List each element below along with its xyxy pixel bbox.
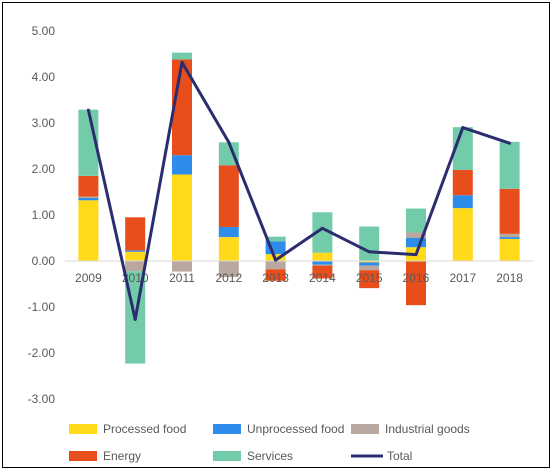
chart-frame: 5.00 4.00 3.00 2.00 1.00 0.00 -1.00 -2.00 -3.00 … <box>2 2 550 468</box>
bar-segment-industrial-goods <box>218 261 239 278</box>
x-tick-label: 2018 <box>496 271 523 285</box>
bar-segment-energy <box>78 175 99 197</box>
legend-item: Services <box>213 449 293 463</box>
bar-segment-industrial-goods <box>406 232 426 238</box>
bar-segment-services <box>172 52 192 60</box>
bar-segment-unprocessed-food <box>172 155 192 175</box>
bar-segment-energy <box>359 270 380 289</box>
x-tick-label: 2009 <box>75 271 102 285</box>
total-point <box>274 258 278 262</box>
total-point <box>133 317 137 321</box>
bar-segment-industrial-goods <box>172 261 192 272</box>
bar-segment-services <box>499 141 520 189</box>
bar-segment-energy <box>265 269 286 281</box>
bar-segment-unprocessed-food <box>125 250 146 252</box>
x-tick-label: 2014 <box>309 271 336 285</box>
legend-swatch <box>69 424 97 434</box>
bar-segment-energy <box>452 169 473 196</box>
total-point <box>414 253 418 257</box>
bar-segment-energy <box>406 261 426 306</box>
bar-segment-industrial-goods <box>499 233 520 238</box>
y-tick-label: 1.00 <box>32 208 56 222</box>
x-tick-label: 2015 <box>356 271 383 285</box>
y-tick-label: 5.00 <box>32 24 56 38</box>
total-point <box>227 140 231 144</box>
legend-label: Total <box>387 449 412 463</box>
bar-segment-industrial-goods <box>312 264 333 266</box>
bar-segment-processed-food <box>499 238 520 261</box>
legend-item: Total <box>351 449 412 463</box>
bar-segment-industrial-goods <box>125 261 146 272</box>
bar-segment-services <box>359 226 380 261</box>
bar-segment-unprocessed-food <box>312 261 333 265</box>
total-point <box>320 226 324 230</box>
x-tick-label: 2016 <box>403 271 430 285</box>
y-tick-label: -3.00 <box>28 392 56 406</box>
legend-label: Unprocessed food <box>247 422 344 436</box>
y-tick-label: 0.00 <box>32 254 56 268</box>
bar-segment-energy <box>499 188 520 234</box>
legend-label: Processed food <box>103 422 186 436</box>
legend-swatch <box>351 424 379 434</box>
total-line <box>86 60 511 321</box>
legend-swatch <box>69 451 97 461</box>
total-point <box>180 60 184 64</box>
total-point <box>508 141 512 145</box>
y-tick-label: -1.00 <box>28 300 56 314</box>
bar-segment-unprocessed-food <box>452 195 473 209</box>
y-tick-label: 3.00 <box>32 116 56 130</box>
total-point <box>461 126 465 130</box>
x-tick-label: 2011 <box>169 271 195 285</box>
y-tick-label: 2.00 <box>32 162 56 176</box>
legend-item: Industrial goods <box>351 422 470 436</box>
y-tick-label: -2.00 <box>28 346 56 360</box>
total-point <box>367 250 371 254</box>
bar-segment-processed-food <box>312 252 333 261</box>
x-tick-label: 2017 <box>449 271 476 285</box>
bar-segment-industrial-goods <box>265 261 286 270</box>
legend-item: Processed food <box>69 422 186 436</box>
bar-segment-unprocessed-food <box>218 226 239 238</box>
bar-segment-unprocessed-food <box>359 262 380 266</box>
bar-segment-energy <box>125 217 146 251</box>
legend-label: Industrial goods <box>385 422 470 436</box>
x-tick-label: 2012 <box>215 271 242 285</box>
legend-item: Unprocessed food <box>213 422 344 436</box>
bar-segment-industrial-goods <box>359 265 380 271</box>
bar-segment-industrial-goods <box>78 196 99 198</box>
bar-segment-unprocessed-food <box>406 238 426 248</box>
y-tick-label: 4.00 <box>32 70 56 84</box>
legend-item: Energy <box>69 449 141 463</box>
bar-segment-services <box>312 212 333 253</box>
bars <box>78 52 520 364</box>
bar-segment-unprocessed-food <box>78 197 99 201</box>
bar-segment-services <box>265 236 286 242</box>
legend-swatch <box>213 451 241 461</box>
y-axis: 5.00 4.00 3.00 2.00 1.00 0.00 -1.00 -2.00 -3.00 <box>28 24 56 406</box>
legend: Processed food Unprocessed food Industrial… <box>69 422 470 463</box>
bar-segment-processed-food <box>172 174 192 261</box>
bar-segment-energy <box>312 265 333 279</box>
bar-segment-processed-food <box>452 208 473 261</box>
x-tick-label: 2013 <box>262 271 289 285</box>
legend-label: Services <box>247 449 293 463</box>
legend-label: Energy <box>103 449 141 463</box>
stacked-bar-line-chart: 5.004.003.002.001.000.00-1.00-2.00-3.00 … <box>28 24 533 463</box>
total-line-group <box>86 60 512 321</box>
bar-segment-services <box>406 208 426 233</box>
total-point <box>86 108 90 112</box>
bar-segment-services <box>218 142 239 166</box>
legend-swatch <box>213 424 241 434</box>
bar-segment-processed-food <box>78 200 99 261</box>
bar-segment-processed-food <box>125 251 146 261</box>
bar-segment-energy <box>218 165 239 227</box>
bar-segment-processed-food <box>359 261 380 263</box>
bar-segment-processed-food <box>218 237 239 261</box>
bar-segment-unprocessed-food <box>499 237 520 239</box>
